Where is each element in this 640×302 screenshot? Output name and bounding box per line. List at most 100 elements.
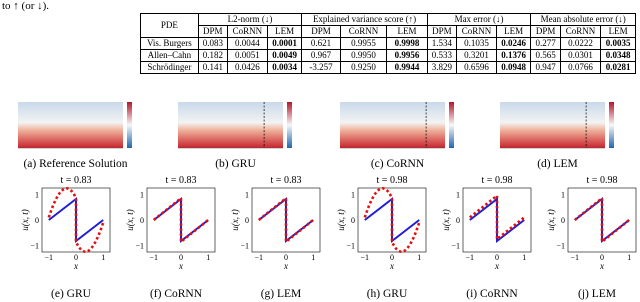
x-tick-label: 1 xyxy=(627,253,631,262)
caption: (h) GRU xyxy=(367,288,408,300)
caption: (c) CoRNN xyxy=(371,158,425,170)
table-cell: 0.0281 xyxy=(600,61,636,74)
y-tick-label: 0 xyxy=(561,216,565,225)
table-cell: 0.947 xyxy=(530,61,561,74)
prediction-curve xyxy=(573,195,631,245)
table-cell: 0.6596 xyxy=(455,61,497,74)
colorbar xyxy=(287,102,292,148)
y-tick-label: 0 xyxy=(245,216,249,225)
x-tick-label: −1 xyxy=(255,253,264,262)
caption: (e) GRU xyxy=(51,288,92,300)
y-tick-label: −1 xyxy=(451,242,460,251)
y-tick-label: −1 xyxy=(556,242,565,251)
caption: (a) Reference Solution xyxy=(23,158,127,170)
table-row: Vis. Burgers 0.083 0.0044 0.0001 0.621 0.9955… xyxy=(140,37,636,50)
table-row: Allen–Cahn 0.182 0.0051 0.0049 0.967 0.9950 0.… xyxy=(140,49,636,62)
results-table: PDE L2-norm (↓) Explained variance score (… xyxy=(140,13,636,74)
y-axis-label: u(x, t) xyxy=(230,209,240,231)
y-tick-label: 1 xyxy=(35,190,39,199)
heatmap xyxy=(340,102,445,148)
x-tick-label: 1 xyxy=(101,253,105,262)
x-tick-label: 0 xyxy=(600,253,604,262)
colorbar xyxy=(449,102,454,148)
x-tick-label: −1 xyxy=(45,253,54,262)
heatmap xyxy=(500,102,605,148)
y-axis-label: u(x, t) xyxy=(441,209,451,231)
x-axis-label: x xyxy=(389,261,394,271)
caption: (j) LEM xyxy=(578,288,616,300)
table-row: Schrödinger 0.141 0.0426 0.0034 -3.257 0.9250… xyxy=(140,61,636,74)
y-tick-label: 1 xyxy=(245,190,249,199)
plot-title: t = 0.98 xyxy=(377,175,408,186)
x-axis-label: x xyxy=(283,261,288,271)
x-tick-label: −1 xyxy=(466,253,475,262)
y-axis-label: u(x, t) xyxy=(546,209,556,231)
y-tick-label: 0 xyxy=(456,216,460,225)
y-tick-label: 1 xyxy=(561,190,565,199)
y-tick-label: −1 xyxy=(346,242,355,251)
prediction-curve xyxy=(257,195,315,245)
table-cell: -3.257 xyxy=(301,61,341,74)
plot-title: t = 0.98 xyxy=(587,175,618,186)
x-tick-label: 0 xyxy=(284,253,288,262)
table-cell: 0.141 xyxy=(197,61,228,74)
y-tick-label: −1 xyxy=(240,242,249,251)
plot-title: t = 0.83 xyxy=(166,175,197,186)
x-tick-label: 1 xyxy=(522,253,526,262)
subheader-cell: DPM xyxy=(426,25,457,38)
plot-frame xyxy=(251,187,321,253)
prediction-curve xyxy=(152,195,210,245)
x-tick-label: −1 xyxy=(361,253,370,262)
x-axis-label: x xyxy=(599,261,604,271)
y-tick-label: 0 xyxy=(351,216,355,225)
heatmap xyxy=(178,102,283,148)
y-axis-label: u(x, t) xyxy=(20,209,30,231)
caption: (g) LEM xyxy=(261,288,302,300)
y-tick-label: 1 xyxy=(351,190,355,199)
table-cell: 3.829 xyxy=(426,61,457,74)
plot-frame xyxy=(146,187,216,253)
header-cell: PDE xyxy=(140,13,199,38)
x-tick-label: 1 xyxy=(417,253,421,262)
prediction-curve xyxy=(468,192,526,242)
y-tick-label: 0 xyxy=(35,216,39,225)
caption: (i) CoRNN xyxy=(466,288,518,300)
table-cell: 0.533 xyxy=(426,49,457,62)
caption: (f) CoRNN xyxy=(150,288,203,300)
x-tick-label: 0 xyxy=(74,253,78,262)
heatmap xyxy=(18,102,123,148)
reference-curve xyxy=(469,196,525,244)
x-tick-label: 1 xyxy=(206,253,210,262)
plot-title: t = 0.83 xyxy=(271,175,302,186)
x-tick-label: −1 xyxy=(571,253,580,262)
plot-frame xyxy=(41,187,111,253)
prediction-curve xyxy=(363,187,421,253)
table-cell: 0.0948 xyxy=(495,61,532,74)
plot-title: t = 0.83 xyxy=(61,175,92,186)
y-axis-label: u(x, t) xyxy=(336,209,346,231)
table-cell: 0.0034 xyxy=(266,61,303,74)
x-tick-label: 0 xyxy=(495,253,499,262)
plot-frame xyxy=(357,187,427,253)
x-tick-label: 0 xyxy=(179,253,183,262)
colorbar xyxy=(609,102,614,148)
x-tick-label: 1 xyxy=(311,253,315,262)
y-tick-label: 0 xyxy=(140,216,144,225)
table-cell: 0.0766 xyxy=(559,61,602,74)
plot-frame xyxy=(567,187,637,253)
x-axis-label: x xyxy=(178,261,183,271)
caption: (d) LEM xyxy=(537,158,578,170)
caption: (b) GRU xyxy=(215,158,256,170)
y-tick-label: −1 xyxy=(30,242,39,251)
subheader-row: DPM CoRNN LEM DPM CoRNN LEM DPM CoRNN LEM DPM CoRN… xyxy=(141,25,636,38)
y-tick-label: 1 xyxy=(456,190,460,199)
x-axis-label: x xyxy=(494,261,499,271)
colorbar xyxy=(127,102,132,148)
y-tick-label: −1 xyxy=(135,242,144,251)
x-tick-label: −1 xyxy=(150,253,159,262)
y-tick-label: 1 xyxy=(140,190,144,199)
intro-text: to ↑ (or ↓). xyxy=(2,0,50,12)
y-axis-label: u(x, t) xyxy=(125,209,135,231)
